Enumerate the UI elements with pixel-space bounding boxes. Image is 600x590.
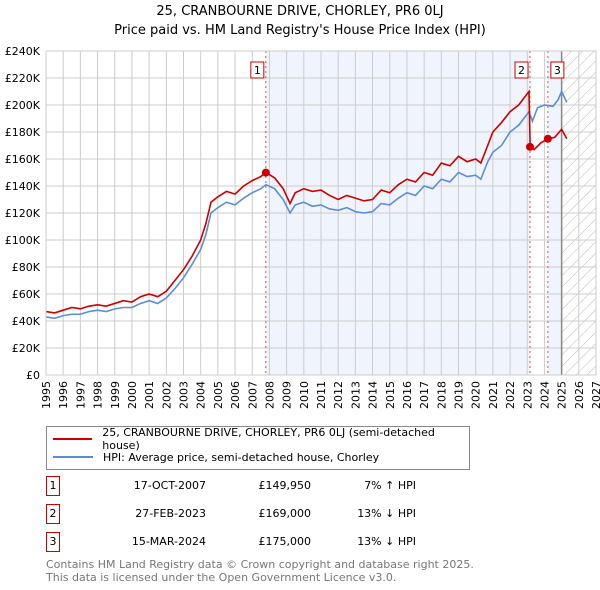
y-tick-label: £140K bbox=[5, 180, 41, 193]
y-tick-label: £20K bbox=[12, 342, 41, 355]
x-tick-label: 1999 bbox=[109, 381, 122, 409]
x-tick-label: 2024 bbox=[538, 381, 551, 409]
transaction-row: 2 27-FEB-2023 £169,000 13% ↓ HPI bbox=[46, 504, 546, 524]
x-tick-label: 1996 bbox=[57, 381, 70, 409]
x-tick-label: 1997 bbox=[74, 381, 87, 409]
transaction-price: £169,000 bbox=[258, 507, 312, 520]
y-tick-label: £80K bbox=[12, 261, 41, 274]
property-price-line bbox=[45, 89, 568, 314]
x-tick-label: 2012 bbox=[332, 381, 345, 409]
legend-item-hpi: HPI: Average price, semi-detached house,… bbox=[47, 448, 379, 466]
sale-label-box bbox=[514, 61, 529, 79]
transaction-price: £149,950 bbox=[258, 479, 312, 492]
sale-label-box bbox=[550, 61, 565, 79]
x-tick-label: 2016 bbox=[401, 381, 414, 409]
legend-label-property: 25, CRANBOURNE DRIVE, CHORLEY, PR6 0LJ (… bbox=[102, 426, 435, 452]
y-tick-label: £160K bbox=[5, 153, 41, 166]
x-tick-label: 2025 bbox=[556, 381, 569, 409]
transaction-row: 1 17-OCT-2007 £149,950 7% ↑ HPI bbox=[46, 476, 546, 496]
y-tick-label: £60K bbox=[12, 288, 41, 301]
transaction-number: 3 bbox=[46, 532, 60, 552]
sale-label: 3 bbox=[554, 64, 561, 77]
x-tick-label: 2011 bbox=[315, 381, 328, 409]
red-line-swatch bbox=[53, 438, 93, 440]
x-tick-label: 2015 bbox=[384, 381, 397, 409]
x-tick-label: 2010 bbox=[298, 381, 311, 409]
x-tick-label: 2020 bbox=[470, 381, 483, 409]
chart-subtitle: Price paid vs. HM Land Registry's House … bbox=[114, 23, 486, 38]
x-tick-label: 2002 bbox=[160, 381, 173, 409]
price-chart: 1995 1996 1997 1998 1999 2000 2001 2002 2003 2004… bbox=[5, 45, 600, 409]
x-tick-label: 2008 bbox=[263, 381, 276, 409]
sale-label: 2 bbox=[518, 64, 525, 77]
y-tick-label: £0 bbox=[26, 369, 40, 382]
y-tick-label: £240K bbox=[5, 45, 41, 58]
sale-point bbox=[543, 134, 552, 143]
sale-point bbox=[261, 168, 270, 177]
y-tick-label: £220K bbox=[5, 72, 41, 85]
x-tick-label: 2005 bbox=[212, 381, 225, 409]
x-tick-label: 2022 bbox=[504, 381, 517, 409]
x-tick-label: 2014 bbox=[367, 381, 380, 409]
y-tick-label: £100K bbox=[5, 234, 41, 247]
x-tick-label: 2023 bbox=[521, 381, 534, 409]
x-tick-label: 2019 bbox=[453, 381, 466, 409]
x-tick-label: 2001 bbox=[143, 381, 156, 409]
transaction-row: 3 15-MAR-2024 £175,000 13% ↓ HPI bbox=[46, 532, 546, 552]
x-tick-label: 2021 bbox=[487, 381, 500, 409]
legend: 25, CRANBOURNE DRIVE, CHORLEY, PR6 0LJ (… bbox=[46, 426, 470, 470]
plot-frame bbox=[45, 50, 597, 376]
sale-label-box bbox=[250, 61, 265, 79]
x-tick-label: 2027 bbox=[590, 381, 600, 409]
transaction-date: 17-OCT-2007 bbox=[133, 479, 206, 492]
y-tick-label: £120K bbox=[5, 207, 41, 220]
sale-point bbox=[526, 142, 534, 151]
hpi-line bbox=[45, 89, 568, 320]
x-tick-label: 2009 bbox=[281, 381, 294, 409]
x-tick-label: 1995 bbox=[40, 381, 53, 409]
transaction-date: 27-FEB-2023 bbox=[135, 507, 206, 520]
legend-label-hpi: HPI: Average price, semi-detached house,… bbox=[103, 450, 380, 464]
x-tick-label: 2013 bbox=[349, 381, 362, 409]
x-tick-label: 2000 bbox=[126, 381, 139, 409]
x-tick-label: 2017 bbox=[418, 381, 431, 409]
transaction-hpi-diff: 7% ↑ HPI bbox=[364, 479, 416, 492]
transaction-date: 15-MAR-2024 bbox=[131, 535, 206, 548]
x-tick-label: 2006 bbox=[229, 381, 242, 409]
transaction-number: 2 bbox=[46, 504, 60, 524]
transaction-hpi-diff: 13% ↓ HPI bbox=[357, 535, 416, 548]
blue-line-swatch bbox=[53, 456, 93, 458]
footer: Contains HM Land Registry data © Crown c… bbox=[46, 558, 474, 584]
y-tick-label: £40K bbox=[12, 315, 41, 328]
y-tick-label: £180K bbox=[5, 126, 41, 139]
transaction-hpi-diff: 13% ↓ HPI bbox=[357, 507, 416, 520]
x-tick-label: 2018 bbox=[435, 381, 448, 409]
footer-copyright: Contains HM Land Registry data © Crown c… bbox=[46, 558, 474, 571]
legend-item-property: 25, CRANBOURNE DRIVE, CHORLEY, PR6 0LJ (… bbox=[47, 426, 469, 452]
x-tick-label: 2004 bbox=[195, 381, 208, 409]
y-tick-label: £200K bbox=[5, 99, 41, 112]
x-tick-label: 2007 bbox=[246, 381, 259, 409]
x-tick-label: 1998 bbox=[92, 381, 105, 409]
footer-licence: This data is licensed under the Open Gov… bbox=[46, 571, 397, 584]
x-tick-label: 2003 bbox=[178, 381, 191, 409]
transaction-price: £175,000 bbox=[258, 535, 312, 548]
sale-label: 1 bbox=[254, 64, 261, 77]
chart-title: 25, CRANBOURNE DRIVE, CHORLEY, PR6 0LJ bbox=[156, 4, 444, 19]
x-tick-label: 2026 bbox=[573, 381, 586, 409]
transaction-number: 1 bbox=[46, 476, 60, 496]
